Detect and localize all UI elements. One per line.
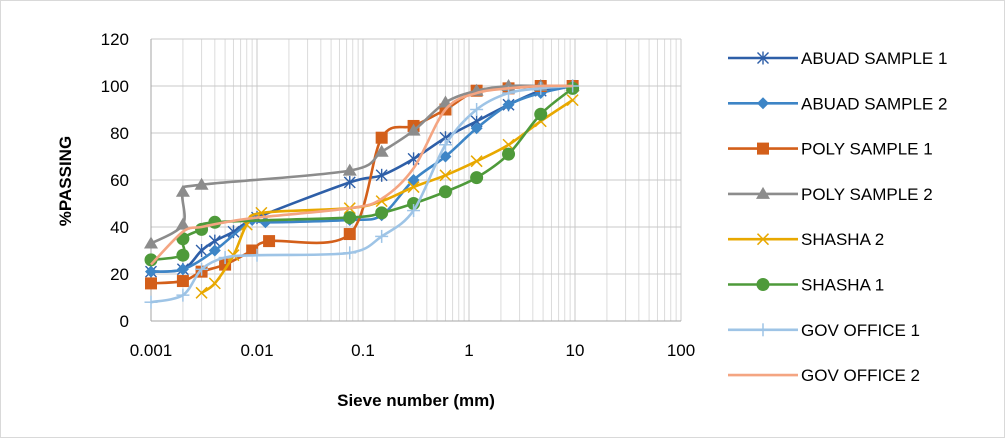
legend-marker: [756, 186, 770, 199]
data-point: [144, 236, 158, 249]
data-point: [144, 295, 158, 309]
x-tick-label: 0.01: [240, 341, 273, 360]
legend-item: POLY SAMPLE 1: [728, 140, 933, 159]
legend-item: ABUAD SAMPLE 2: [728, 94, 947, 113]
data-point: [534, 81, 548, 95]
legend-label: POLY SAMPLE 2: [801, 185, 933, 204]
series-abuad-sample-1: [145, 79, 579, 279]
y-tick-label: 40: [110, 218, 129, 237]
legend-marker: [756, 323, 770, 337]
data-point: [407, 181, 420, 194]
legend-item: ABUAD SAMPLE 1: [728, 49, 947, 68]
data-point: [145, 277, 157, 290]
data-point: [502, 98, 515, 111]
data-point: [176, 248, 190, 262]
legend-label: POLY SAMPLE 1: [801, 140, 933, 159]
x-tick-label: 100: [667, 341, 695, 360]
tick-labels: 0 20 40 60 80 100 120 0.001 0.01 0.1 1 10 100: [101, 30, 696, 360]
y-axis-title: %PASSING: [56, 136, 75, 226]
data-point: [375, 229, 389, 243]
data-point: [375, 168, 388, 182]
data-point: [219, 258, 232, 271]
legend-marker: [757, 97, 769, 110]
legend-marker: [756, 278, 770, 291]
legend-item: SHASHA 2: [728, 230, 884, 249]
data-point: [470, 171, 484, 185]
legend-item: GOV OFFICE 1: [728, 321, 920, 340]
data-point: [343, 246, 357, 260]
legend-label: ABUAD SAMPLE 2: [801, 94, 947, 113]
data-point: [175, 184, 190, 197]
data-point: [375, 206, 389, 220]
legend-marker: [757, 51, 769, 65]
data-point: [374, 144, 389, 157]
legend: ABUAD SAMPLE 1 ABUAD SAMPLE 2 POLY SAMPLE …: [728, 49, 947, 385]
data-point: [195, 244, 208, 257]
data-point: [194, 177, 209, 190]
legend-item: POLY SAMPLE 2: [728, 185, 933, 204]
data-point: [144, 253, 158, 267]
data-point: [439, 150, 452, 163]
series-gov-office-1: [144, 79, 580, 309]
data-point: [263, 235, 276, 248]
data-point: [343, 211, 357, 225]
data-point: [175, 217, 190, 230]
data-point: [470, 103, 484, 116]
data-point: [470, 122, 483, 135]
legend-label: SHASHA 1: [801, 276, 884, 295]
y-tick-label: 60: [110, 171, 129, 190]
data-point: [438, 138, 452, 152]
data-point: [438, 185, 452, 199]
data-point: [566, 94, 579, 107]
y-tick-label: 80: [110, 124, 129, 143]
series-gov-office-2: [150, 84, 573, 266]
y-tick-label: 100: [101, 77, 129, 96]
data-point: [407, 204, 421, 218]
data-point: [195, 262, 209, 276]
legend-label: GOV OFFICE 1: [801, 321, 920, 340]
legend-label: SHASHA 2: [801, 230, 884, 249]
data-point: [343, 228, 356, 241]
series-shasha-1: [144, 81, 580, 267]
legend-marker: [756, 233, 770, 246]
x-axis-title: Sieve number (mm): [337, 391, 495, 410]
data-point: [246, 244, 259, 257]
y-tick-label: 120: [101, 30, 129, 49]
data-point: [176, 288, 190, 302]
data-point: [195, 286, 208, 299]
data-point: [342, 163, 357, 176]
series-line: [150, 84, 573, 266]
data-point: [502, 147, 516, 161]
data-point: [176, 263, 189, 276]
data-point: [534, 107, 548, 121]
x-tick-label: 10: [566, 341, 585, 360]
y-tick-label: 0: [120, 312, 129, 331]
legend-item: GOV OFFICE 2: [728, 366, 920, 385]
data-point: [250, 248, 264, 262]
data-point: [406, 123, 421, 136]
data-point: [375, 131, 388, 144]
x-tick-label: 1: [464, 341, 473, 360]
data-point: [208, 244, 221, 257]
data-point: [145, 265, 157, 278]
x-tick-label: 0.1: [351, 341, 375, 360]
series-line: [150, 84, 573, 304]
legend-item: SHASHA 1: [728, 276, 884, 295]
legend-label: GOV OFFICE 2: [801, 366, 920, 385]
data-point: [218, 251, 232, 265]
data-point: [439, 169, 452, 182]
series-group: [144, 79, 580, 309]
data-point: [208, 277, 221, 290]
legend-label: ABUAD SAMPLE 1: [801, 49, 947, 68]
legend-marker: [757, 142, 769, 155]
data-point: [343, 175, 356, 189]
series-line: [150, 87, 574, 262]
x-tick-label: 0.001: [130, 341, 173, 360]
data-point: [470, 155, 483, 168]
data-point: [176, 275, 189, 288]
y-tick-label: 20: [110, 265, 129, 284]
